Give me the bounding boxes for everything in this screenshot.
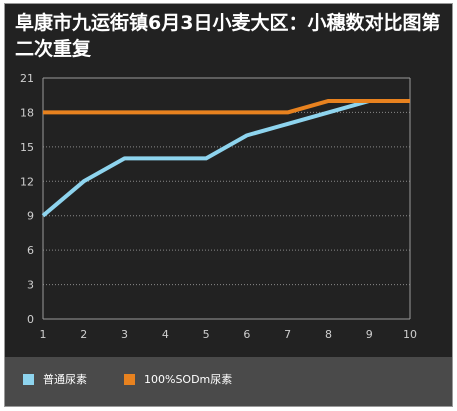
x-tick-label: 3 [121, 328, 128, 341]
x-tick-label: 6 [243, 328, 250, 341]
series-line-1 [41, 98, 410, 218]
y-tick-label: 6 [27, 244, 34, 257]
axis-layer [42, 77, 411, 320]
y-tick-label: 12 [20, 175, 34, 188]
legend-label-series-1: 普通尿素 [43, 373, 87, 386]
x-tick-label: 7 [284, 328, 291, 341]
y-tick-label: 9 [27, 210, 34, 223]
legend: 普通尿素 100%SODm尿素 [5, 357, 452, 406]
x-tick-label: 9 [366, 328, 373, 341]
x-tick-label: 8 [325, 328, 332, 341]
y-tick-label: 3 [27, 279, 34, 292]
x-tick-label: 1 [40, 328, 47, 341]
x-tick-label: 4 [162, 328, 169, 341]
legend-swatch-series-1 [23, 373, 34, 385]
chart-title: 阜康市九运街镇6月3日小麦大区：小穗数对比图第二次重复 [15, 12, 441, 60]
series-line-2 [43, 98, 410, 115]
y-tick-label: 0 [27, 313, 34, 326]
series-layer [41, 98, 411, 218]
legend-item-series-1: 普通尿素 [23, 371, 87, 387]
legend-swatch-series-2 [124, 373, 135, 385]
y-tick-label: 21 [20, 72, 34, 85]
chart-frame: 阜康市九运街镇6月3日小麦大区：小穗数对比图第二次重复 0 3 6 9 12 15 18 21… [4, 3, 453, 407]
legend-label-series-2: 100%SODm尿素 [144, 373, 233, 386]
y-tick-label: 18 [20, 106, 34, 119]
legend-item-series-2: 100%SODm尿素 [124, 371, 232, 387]
x-tick-label: 2 [80, 328, 87, 341]
x-tick-label: 10 [403, 328, 417, 341]
y-tick-label: 15 [20, 141, 34, 154]
grid-layer [43, 77, 410, 286]
x-tick-label: 5 [203, 328, 210, 341]
